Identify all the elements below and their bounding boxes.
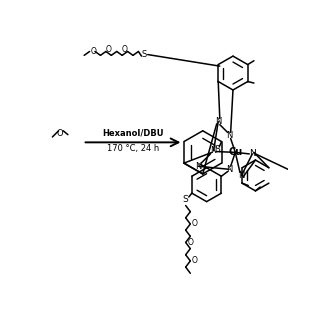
Text: N: N bbox=[211, 146, 217, 155]
Text: N: N bbox=[215, 117, 221, 126]
Text: O: O bbox=[192, 256, 198, 265]
Text: N: N bbox=[249, 149, 256, 158]
Text: N: N bbox=[238, 171, 245, 180]
Text: S: S bbox=[142, 50, 147, 59]
Text: S: S bbox=[183, 195, 188, 204]
Text: Cu: Cu bbox=[228, 147, 243, 157]
Text: O: O bbox=[57, 129, 63, 138]
Text: Hexanol/DBU: Hexanol/DBU bbox=[102, 129, 164, 138]
Text: O: O bbox=[192, 220, 198, 228]
Text: 170 °C, 24 h: 170 °C, 24 h bbox=[107, 144, 159, 153]
Text: S: S bbox=[215, 145, 220, 154]
Text: N: N bbox=[226, 131, 232, 140]
Text: N: N bbox=[195, 162, 201, 171]
Text: O: O bbox=[188, 238, 193, 247]
Text: N: N bbox=[226, 165, 232, 174]
Text: O: O bbox=[91, 47, 96, 56]
Text: O: O bbox=[122, 45, 127, 54]
Text: O: O bbox=[105, 45, 111, 54]
